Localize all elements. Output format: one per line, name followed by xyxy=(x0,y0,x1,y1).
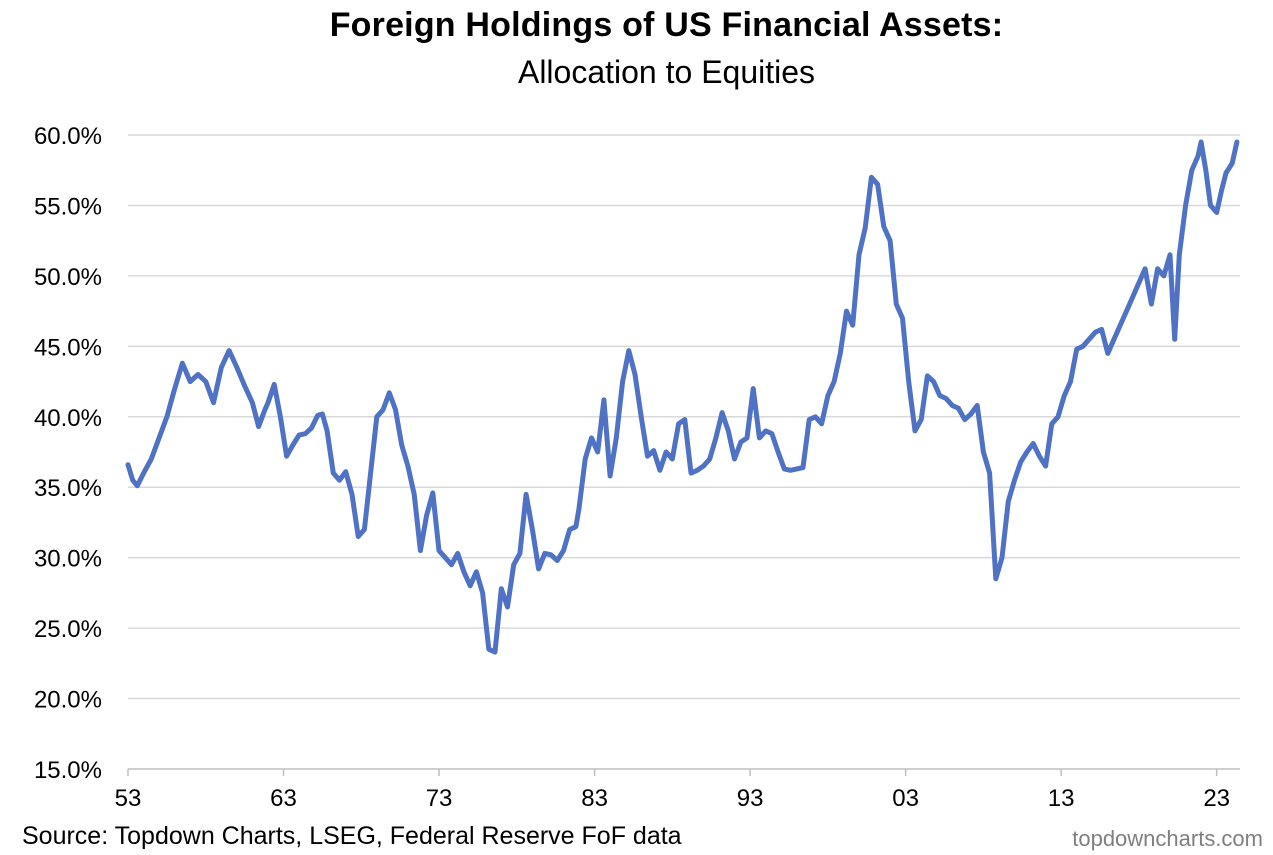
x-tick-label: 63 xyxy=(270,785,297,812)
x-tick-label: 73 xyxy=(426,785,453,812)
series-line xyxy=(125,139,1240,655)
y-tick-label: 20.0% xyxy=(34,687,102,714)
y-tick-label: 45.0% xyxy=(34,334,102,361)
x-tick-label: 83 xyxy=(581,785,608,812)
chart-subtitle: Allocation to Equities xyxy=(517,54,816,90)
x-tick-label: 23 xyxy=(1203,785,1230,812)
y-tick-label: 15.0% xyxy=(34,757,102,784)
line-chart: 15.0% 20.0% 25.0% 30.0% 35.0% 40.0% 45.0% 50.0%… xyxy=(34,123,1240,812)
y-tick-label: 60.0% xyxy=(34,123,102,150)
y-tick-label: 25.0% xyxy=(34,616,102,643)
y-tick-label: 35.0% xyxy=(34,475,102,502)
y-tick-label: 55.0% xyxy=(34,193,102,220)
chart-title: Foreign Holdings of US Financial Assets: xyxy=(329,6,1004,44)
x-tick-label: 93 xyxy=(737,785,764,812)
x-tick-label: 13 xyxy=(1048,785,1075,812)
gridlines xyxy=(128,134,1240,700)
y-tick-label: 30.0% xyxy=(34,546,102,573)
x-tick-label: 53 xyxy=(115,785,142,812)
x-axis-ticks: 53 63 73 83 93 03 13 23 xyxy=(115,769,1230,812)
y-axis-ticks: 15.0% 20.0% 25.0% 30.0% 35.0% 40.0% 45.0% 50.0%… xyxy=(34,123,102,784)
series-layer xyxy=(125,139,1240,655)
x-tick-label: 03 xyxy=(892,785,919,812)
y-tick-label: 40.0% xyxy=(34,405,102,432)
brand-watermark: topdowncharts.com xyxy=(1072,826,1263,851)
y-tick-label: 50.0% xyxy=(34,264,102,291)
source-note: Source: Topdown Charts, LSEG, Federal Re… xyxy=(22,822,682,850)
